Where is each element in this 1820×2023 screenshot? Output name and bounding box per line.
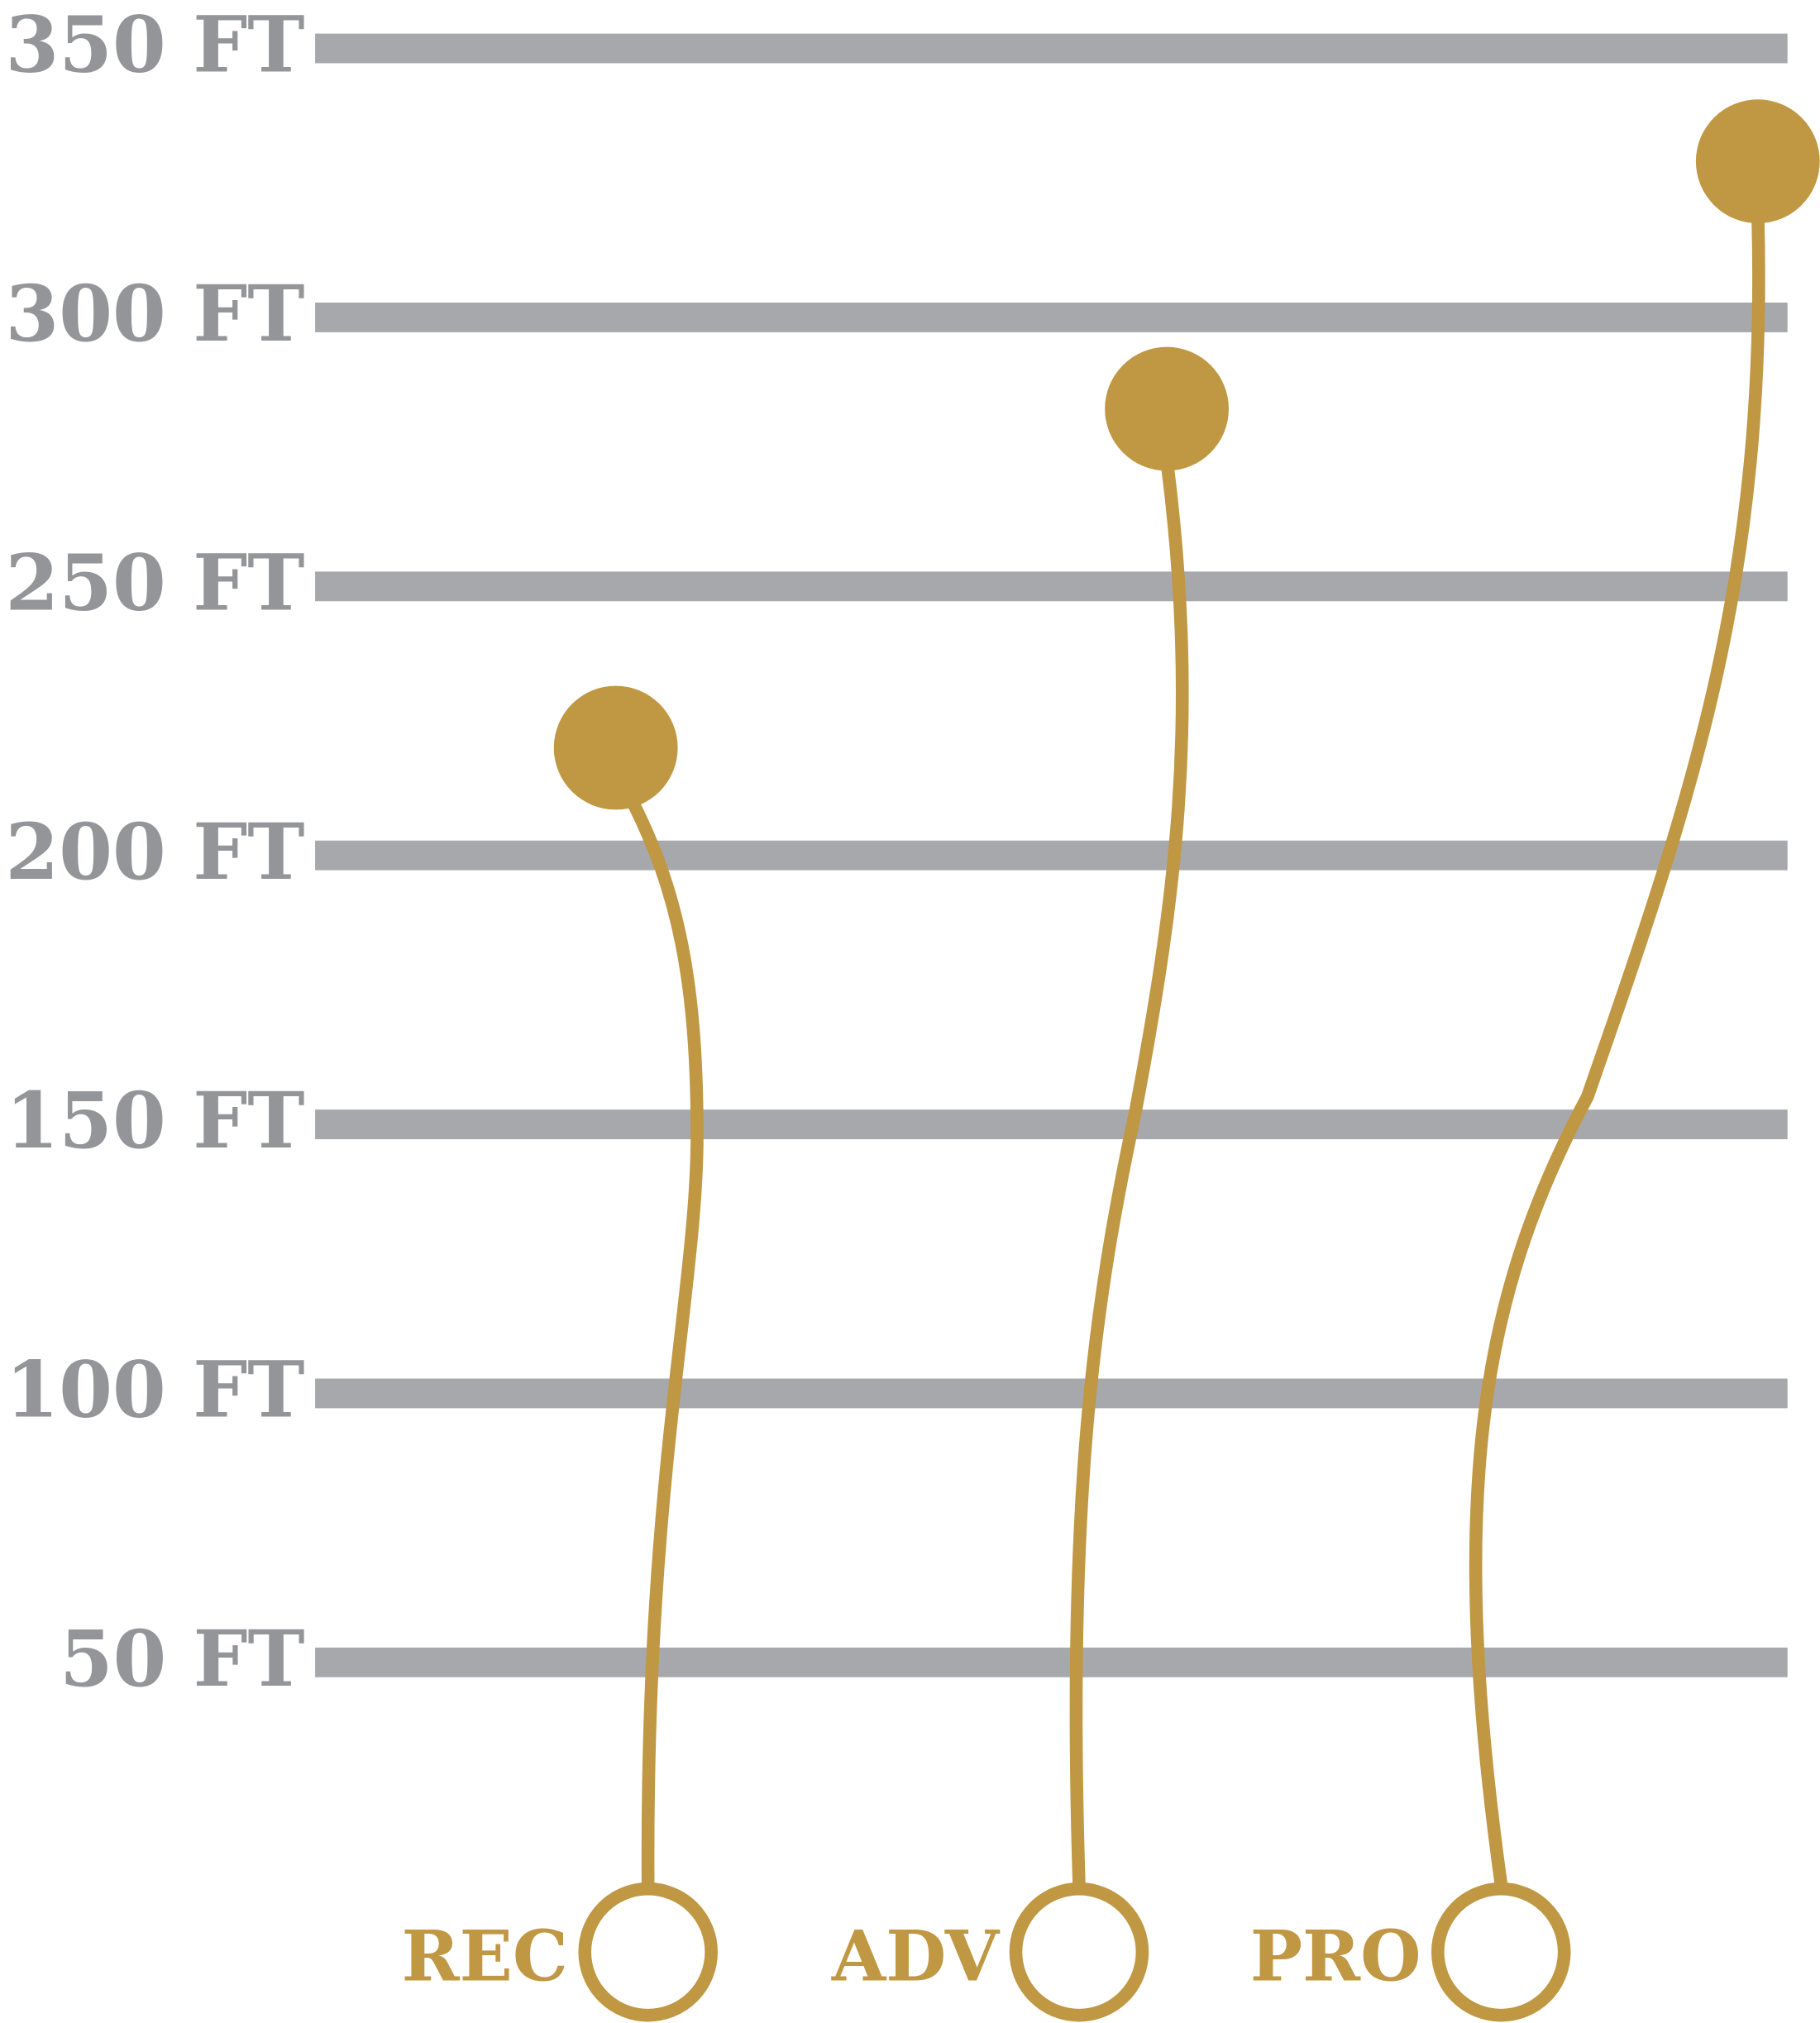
y-tick-label: 350 FT (6, 0, 305, 91)
surface-circle-rec (578, 1882, 718, 2022)
y-tick-label: 250 FT (6, 537, 305, 628)
depth-point-rec (553, 685, 678, 810)
category-label: REC (402, 1916, 568, 1997)
depth-point-pro (1695, 99, 1820, 224)
depth-line-adv (1069, 459, 1189, 1884)
surface-circle-adv (1009, 1882, 1149, 2022)
y-tick-label: 200 FT (6, 807, 305, 898)
depth-point-adv (1105, 346, 1229, 471)
category-label: ADV (831, 1916, 1001, 1997)
y-tick-label: 50 FT (60, 1614, 305, 1705)
depth-line-rec (625, 796, 704, 1884)
y-tick-label: 300 FT (6, 269, 305, 360)
category-label: PRO (1250, 1916, 1421, 1997)
y-tick-label: 150 FT (6, 1076, 305, 1167)
y-tick-label: 100 FT (6, 1345, 305, 1436)
depth-line-pro (1469, 212, 1765, 1885)
surface-circle-pro (1431, 1882, 1571, 2022)
